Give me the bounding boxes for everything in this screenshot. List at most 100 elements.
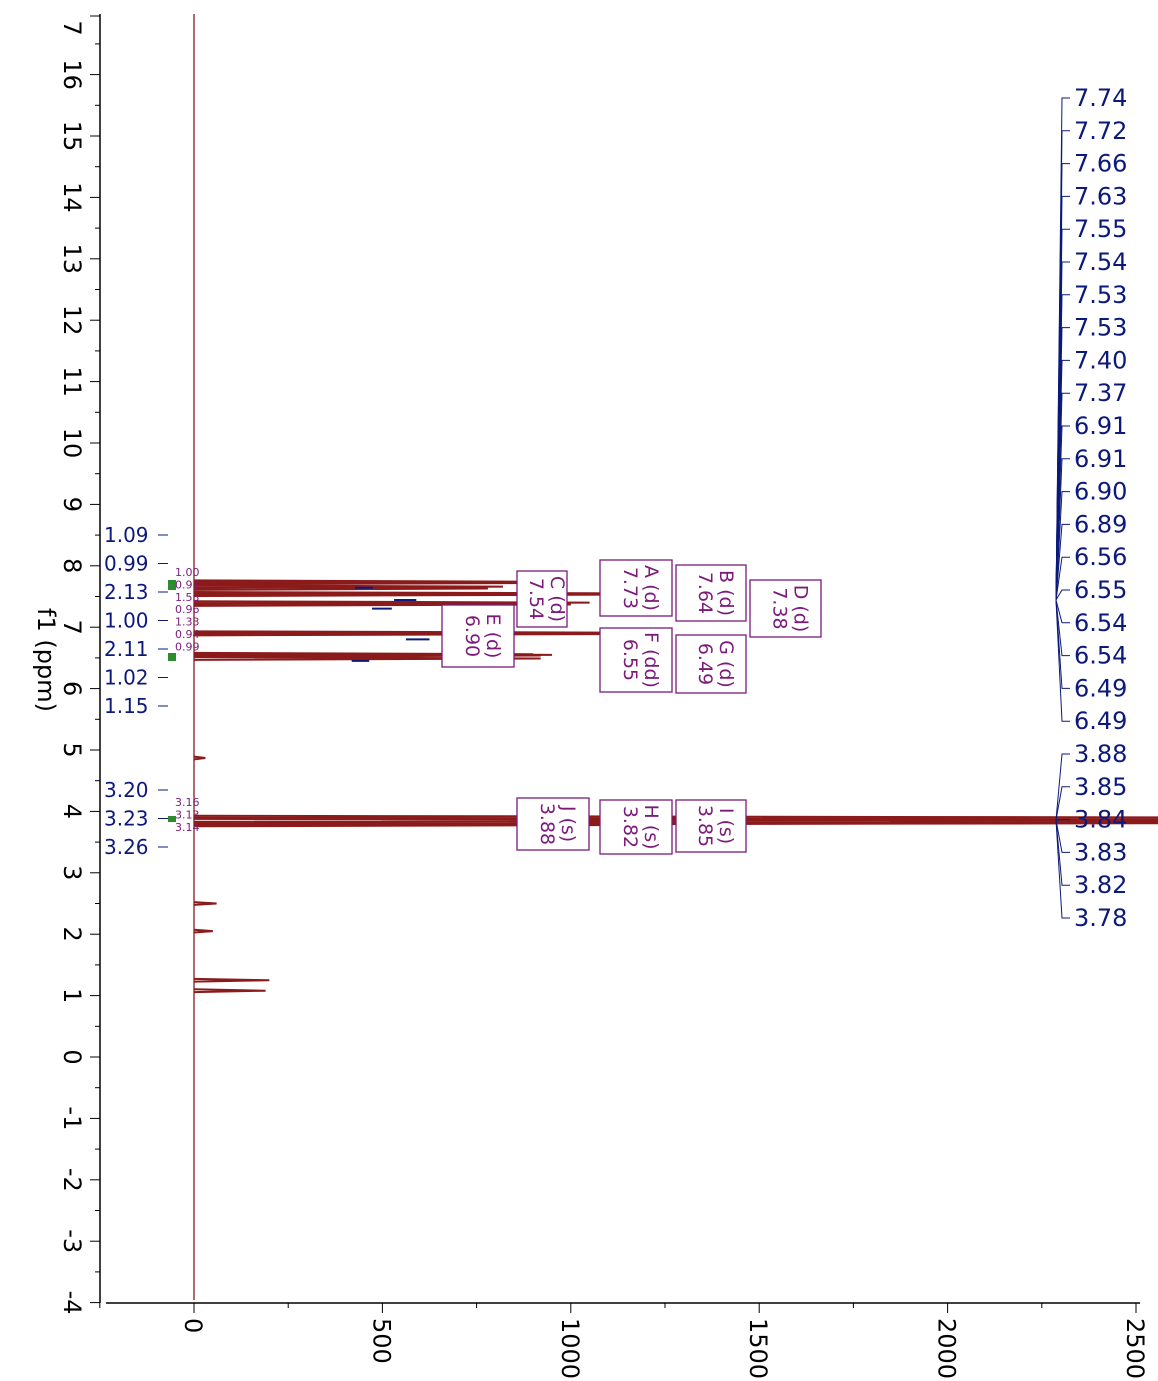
peak-label: 7.66	[1074, 150, 1127, 178]
ppm-tick-label: -3	[58, 1229, 86, 1253]
spectrum-peak	[193, 602, 571, 607]
ppm-tick-label: 7	[58, 620, 86, 635]
integral-label: 3.23	[104, 807, 149, 831]
integral-label: 2.13	[104, 580, 149, 604]
peak-label: 6.49	[1074, 674, 1127, 702]
integral-small-label: 0.91	[175, 578, 200, 591]
peak-label: 7.55	[1074, 215, 1127, 243]
multiplet-shift: 3.88	[536, 803, 558, 845]
integral-label: 2.11	[104, 637, 149, 661]
ppm-tick-label: 13	[58, 244, 86, 275]
multiplet-shift: 7.38	[769, 587, 791, 629]
ppm-tick-label: 15	[58, 121, 86, 152]
peak-label: 7.40	[1074, 346, 1127, 374]
peak-leader-line	[1055, 819, 1070, 919]
spectrum-peak	[193, 977, 270, 983]
multiplet-label: B (d)	[715, 570, 737, 616]
spectrum-peak	[193, 817, 1158, 826]
integral-marker	[168, 580, 176, 590]
multiplet-label: D (d)	[790, 585, 812, 633]
multiplet-label: A (d)	[640, 565, 662, 611]
peak-label: 6.54	[1074, 642, 1127, 670]
spectrum-trace	[193, 14, 1158, 1300]
integral-small-label: 1.33	[175, 616, 200, 629]
multiplet-label: E (d)	[482, 614, 504, 659]
integral-small-label: 1.00	[175, 566, 200, 579]
integral-label: 1.15	[104, 694, 149, 718]
peak-leader-line	[1055, 599, 1070, 722]
integral-marker	[168, 653, 176, 661]
spectrum-peak	[193, 656, 541, 661]
peak-label: 6.91	[1074, 445, 1127, 473]
peak-leader-line	[1055, 458, 1070, 601]
peak-leader-line	[1055, 753, 1070, 821]
peak-leader-line	[1055, 599, 1070, 689]
integral-small-label: 3.14	[175, 821, 200, 834]
ppm-tick-label: 5	[58, 742, 86, 757]
intensity-tick-label: 2000	[933, 1318, 961, 1379]
x-axis-title: f1 (ppm)	[32, 608, 60, 712]
multiplet-shift: 6.49	[694, 643, 716, 685]
peak-label: 3.78	[1074, 904, 1127, 932]
spectrum-peak	[193, 988, 266, 994]
multiplet-shift: 7.64	[694, 572, 716, 614]
multiplet-box	[516, 797, 590, 851]
multiplet-box	[599, 559, 673, 617]
multiplet-label: G (d)	[715, 640, 737, 688]
multiplet-box	[675, 799, 747, 853]
multiplet-shift: 3.82	[619, 806, 641, 848]
multiplet-box	[749, 579, 822, 638]
multiplet-label: I (s)	[715, 808, 737, 844]
peak-leader-line	[1055, 556, 1070, 601]
peak-label: 7.74	[1074, 84, 1127, 112]
peak-leader-line	[1055, 819, 1070, 886]
multiplet-box	[675, 564, 747, 622]
integral-label: 3.20	[104, 778, 149, 802]
peak-leader-line	[1055, 523, 1070, 601]
ppm-tick-label: 3	[58, 865, 86, 880]
multiplet-label: H (s)	[640, 804, 662, 849]
ppm-tick-label: 6	[58, 681, 86, 696]
intensity-tick-label: 2500	[1121, 1318, 1149, 1379]
multiplet-label: C (d)	[546, 576, 568, 622]
spectrum-peak	[193, 928, 213, 934]
peak-leader-line	[1055, 491, 1070, 601]
peak-label: 6.56	[1074, 543, 1127, 571]
multiplet-shift: 6.55	[619, 639, 641, 681]
peak-label: 3.84	[1074, 806, 1127, 834]
integral-small-label: 1.53	[175, 591, 200, 604]
integral-labels: 1.09 0.99 2.13 1.00 2.11 1.02 1.15 3.20 3.23 3.26…	[104, 523, 200, 859]
peak-label: 6.54	[1074, 609, 1127, 637]
ppm-tick-label: -4	[58, 1291, 86, 1315]
integral-small-label: 3.16	[175, 796, 200, 809]
integral-small-label: 3.13	[175, 808, 200, 821]
peak-label: 7.53	[1074, 314, 1127, 342]
peak-label: 3.82	[1074, 871, 1127, 899]
multiplet-box	[599, 627, 673, 693]
multiplet-boxes: C (d)7.54 A (d)7.73 B (d)7.64 D (d)7.38 E (d…	[441, 559, 822, 855]
ppm-tick-label: 16	[58, 59, 86, 90]
ppm-tick-label: -2	[58, 1168, 86, 1192]
integral-small-label: 0.96	[175, 603, 200, 616]
ppm-tick-label: 7	[58, 20, 86, 35]
peak-label: 3.85	[1074, 773, 1127, 801]
integral-small-label: 0.94	[175, 628, 200, 641]
integral-label: 1.09	[104, 523, 149, 547]
integral-small-label: 0.99	[175, 640, 200, 653]
integral-label: 1.02	[104, 666, 149, 690]
intensity-tick-label: 500	[367, 1318, 395, 1364]
ppm-tick-label: 2	[58, 927, 86, 942]
multiplet-box	[516, 570, 568, 628]
peak-label: 7.53	[1074, 281, 1127, 309]
multiplet-box	[675, 634, 747, 694]
ppm-tick-label: 10	[58, 428, 86, 459]
ppm-tick-label: 14	[58, 182, 86, 213]
multiplet-label: F (dd)	[640, 632, 662, 688]
peak-labels: 7.74 7.72 7.66 7.63 7.55 7.54 7.53 7.53 7.40 7.37…	[1055, 84, 1127, 932]
spectrum-peak	[193, 816, 1158, 825]
multiplet-shift: 3.85	[694, 805, 716, 847]
peak-leader-line	[1055, 599, 1070, 624]
peak-label: 3.88	[1074, 740, 1127, 768]
peak-label: 6.89	[1074, 510, 1127, 538]
